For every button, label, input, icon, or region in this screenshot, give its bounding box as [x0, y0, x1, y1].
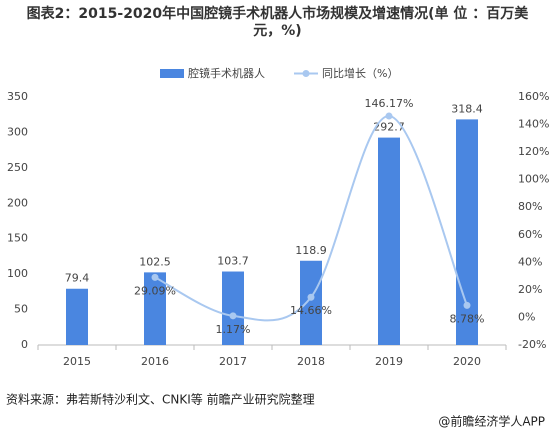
y2-tick-label: 100% — [518, 173, 549, 186]
y-tick-label: 350 — [7, 90, 28, 103]
line-marker — [229, 312, 237, 320]
bar-label: 103.7 — [217, 255, 249, 268]
line-label: 146.17% — [365, 97, 414, 110]
line — [154, 115, 468, 322]
line-marker — [463, 301, 471, 309]
bar-label: 79.4 — [65, 272, 90, 285]
bar-label: 118.9 — [295, 244, 327, 257]
y2-tick-label: 20% — [518, 283, 542, 296]
y-tick-label: 150 — [7, 232, 28, 245]
bar-label: 292.7 — [373, 121, 405, 134]
source: 资料来源：弗若斯特沙利文、CNKI等 前瞻产业研究院整理 — [6, 392, 315, 407]
x-tick-label: 2020 — [453, 355, 481, 368]
line-label: 1.17% — [216, 323, 251, 336]
y2-tick-label: 120% — [518, 145, 549, 158]
x-tick-label: 2016 — [141, 355, 169, 368]
line-label: 29.09% — [134, 284, 176, 297]
bar — [300, 260, 322, 345]
line-marker — [385, 112, 393, 120]
y2-tick-label: 80% — [518, 200, 542, 213]
legend-swatch — [160, 69, 184, 78]
line-marker — [307, 293, 315, 301]
legend-label: 腔镜手术机器人 — [188, 66, 265, 80]
y2-tick-label: 60% — [518, 228, 542, 241]
y2-tick-label: 0% — [518, 310, 535, 323]
bar — [378, 137, 400, 345]
y2-tick-label: 160% — [518, 90, 549, 103]
y-tick-label: 50 — [14, 303, 28, 316]
x-tick-label: 2019 — [375, 355, 403, 368]
x-tick-label: 2017 — [219, 355, 247, 368]
y-tick-label: 200 — [7, 196, 28, 209]
bar — [144, 272, 166, 345]
y-tick-label: 0 — [21, 338, 28, 351]
y-tick-label: 300 — [7, 125, 28, 138]
chart-title: 图表2：2015-2020年中国腔镜手术机器人市场规模及增速情况(单 位 ：百万… — [26, 6, 529, 39]
y2-tick-label: -20% — [518, 338, 546, 351]
bar-label: 318.4 — [451, 102, 483, 115]
y2-tick-label: 140% — [518, 118, 549, 131]
bar — [456, 119, 478, 345]
line-label: 8.78% — [450, 312, 485, 325]
x-tick-label: 2018 — [297, 355, 325, 368]
y-tick-label: 250 — [7, 161, 28, 174]
bar — [66, 288, 88, 345]
bar-label: 102.5 — [139, 255, 171, 268]
y-tick-label: 100 — [7, 267, 28, 280]
footer: @前瞻经济学人APP — [438, 414, 545, 429]
line-marker — [151, 273, 159, 281]
bar — [222, 271, 244, 345]
line-label: 14.66% — [290, 304, 332, 317]
y2-tick-label: 40% — [518, 255, 542, 268]
legend-swatch — [302, 70, 310, 77]
x-tick-label: 2015 — [63, 355, 91, 368]
legend-label: 同比增长（%） — [322, 66, 398, 80]
